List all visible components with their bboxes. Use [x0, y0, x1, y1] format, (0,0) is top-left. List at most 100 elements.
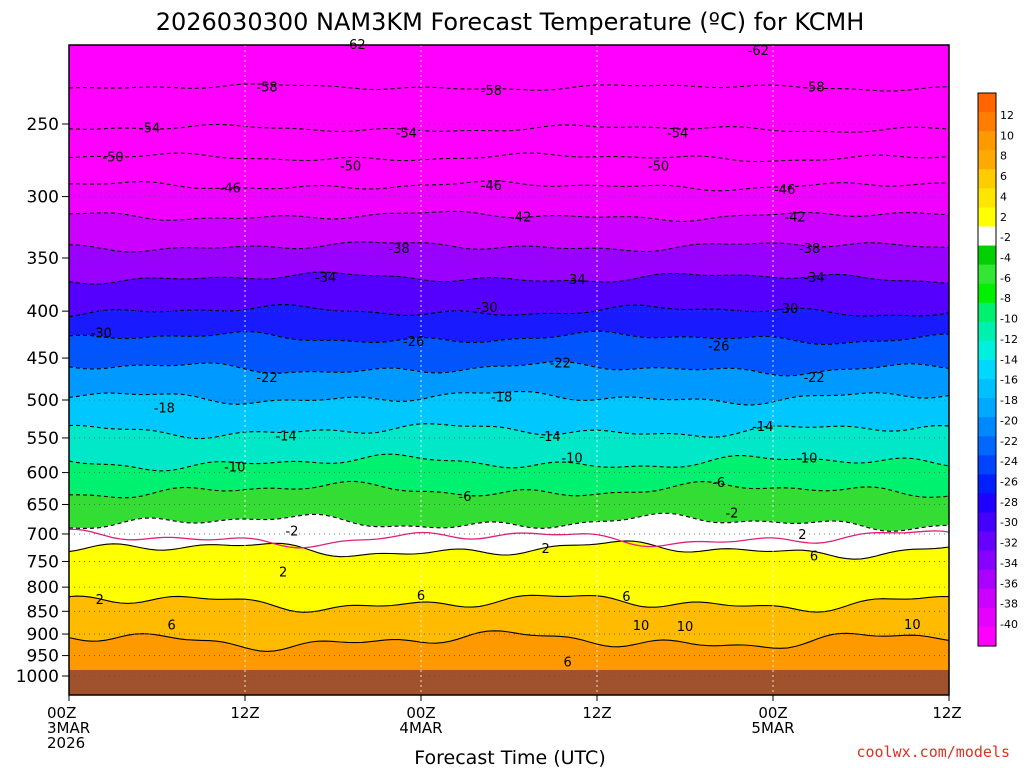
x-tick-label: 12Z: [932, 704, 961, 722]
contour-label: -6: [459, 490, 472, 505]
colorbar-swatch: [978, 569, 996, 590]
colorbar-label: -32: [1000, 537, 1018, 550]
contour-label: -34: [803, 271, 824, 286]
isotherm--2: [69, 512, 949, 532]
isotherm--50: [69, 152, 949, 163]
grid-lines: [68, 45, 950, 695]
colorbar-swatch: [978, 359, 996, 380]
colorbar-label: -4: [1000, 252, 1011, 265]
colorbar-swatch: [978, 302, 996, 323]
isotherm-6: [69, 594, 949, 613]
contour-label: -42: [510, 210, 531, 225]
contour-label: -2: [285, 525, 298, 540]
colorbar-swatch: [978, 245, 996, 266]
contour-label: 10: [633, 619, 650, 634]
isotherm--22: [69, 360, 949, 377]
y-tick-label: 750: [27, 552, 59, 572]
contour-label: -50: [648, 159, 669, 174]
contour-label: -54: [396, 126, 417, 141]
colorbar-swatch: [978, 112, 996, 132]
y-tick-label: 350: [27, 249, 59, 269]
isotherm--46: [69, 180, 949, 192]
contour-label: -18: [154, 402, 175, 417]
contour-label: -54: [667, 126, 688, 141]
contour-labels: -62 -62-58 -58 -58-54 -54 -54-50-50 -50-46 -46-…: [91, 38, 921, 671]
colorbar-label: -16: [1000, 374, 1018, 387]
contour-label: -14: [752, 420, 773, 435]
contour-label: 2: [798, 528, 806, 543]
contour-label: 6: [622, 590, 630, 605]
y-tick-label: 400: [27, 302, 59, 322]
x-tick-label: 12Z: [582, 704, 611, 722]
y-tick-label: 700: [27, 525, 59, 545]
contour-label: -46: [220, 182, 241, 197]
contour-label: -38: [388, 242, 409, 257]
colorbar-label: -14: [1000, 353, 1018, 366]
isotherm--6: [69, 480, 949, 499]
isotherm--42: [69, 210, 949, 222]
colorbar-label: -40: [1000, 618, 1018, 631]
colorbar-swatch: [978, 283, 996, 304]
x-tick-label: 4MAR: [399, 719, 442, 737]
colorbar-label: -10: [1000, 313, 1018, 326]
colorbar-swatch: [978, 207, 996, 228]
contour-label: -38: [799, 242, 820, 257]
contour-label: 2: [542, 542, 550, 557]
y-axis: 250 300 350 400 450 500 550 600 650 700 750 800 850 9…: [16, 115, 69, 687]
isotherm--10: [69, 453, 949, 472]
credit-text: coolwx.com/models: [856, 743, 1010, 761]
x-tick-label: 00Z: [47, 704, 76, 722]
colorbar-swatch: [978, 321, 996, 342]
chart-title: 2026030300 NAM3KM Forecast Temperature (…: [156, 8, 865, 36]
contour-label: -10: [561, 451, 582, 466]
contour-label: 2: [279, 565, 287, 580]
contour-label: 2: [96, 593, 104, 608]
y-tick-label: 950: [27, 647, 59, 667]
contour-label: -58: [481, 84, 502, 99]
contour-label: -22: [803, 371, 824, 386]
x-tick-label: 00Z: [406, 704, 435, 722]
colorbar-label: -30: [1000, 516, 1018, 529]
isotherm--38: [69, 241, 949, 253]
colorbar-swatch: [978, 588, 996, 609]
colorbar-swatch: [978, 188, 996, 209]
colorbar-frame: [977, 92, 997, 647]
contour-label: -18: [491, 391, 512, 406]
contour-label: -34: [564, 273, 585, 288]
colorbar-label: 12: [1000, 109, 1014, 122]
contour-label: 6: [168, 619, 176, 634]
colorbar-swatch: [978, 626, 996, 647]
colorbar-label: -6: [1000, 272, 1011, 285]
colorbar-swatch: [978, 93, 996, 113]
colorbar-label: -12: [1000, 333, 1018, 346]
contour-label: -22: [550, 356, 571, 371]
colorbar-swatch: [978, 264, 996, 285]
colorbar-label: -26: [1000, 475, 1018, 488]
isotherm--34: [69, 271, 949, 285]
contour-label: -30: [476, 301, 497, 316]
colorbar-label: 4: [1000, 190, 1007, 203]
x-tick-label: 2026: [47, 734, 85, 752]
isotherm--26: [69, 330, 949, 346]
colorbar-label: -36: [1000, 577, 1018, 590]
colorbar: 12 10 8 6 4 2 -2 -4 -6 -8 -10 -12 -14 -16 -18 -20 -22 -24…: [977, 92, 1018, 647]
colorbar-label: -8: [1000, 292, 1011, 305]
y-tick-label: 900: [27, 625, 59, 645]
y-tick-label: 1000: [16, 667, 59, 687]
colorbar-label: 10: [1000, 129, 1014, 142]
contour-label: -58: [803, 80, 824, 95]
colorbar-swatch: [978, 398, 996, 418]
colorbar-swatch: [978, 531, 996, 552]
temperature-bands: [69, 45, 949, 695]
colorbar-label: 6: [1000, 170, 1007, 183]
contour-label: -22: [256, 371, 277, 386]
colorbar-label: 2: [1000, 211, 1007, 224]
contour-label: -2: [725, 507, 738, 522]
colorbar-swatch: [978, 150, 996, 170]
contour-label: -50: [340, 159, 361, 174]
colorbar-label: -28: [1000, 496, 1018, 509]
y-tick-label: 600: [27, 464, 59, 484]
colorbar-swatch: [978, 169, 996, 189]
